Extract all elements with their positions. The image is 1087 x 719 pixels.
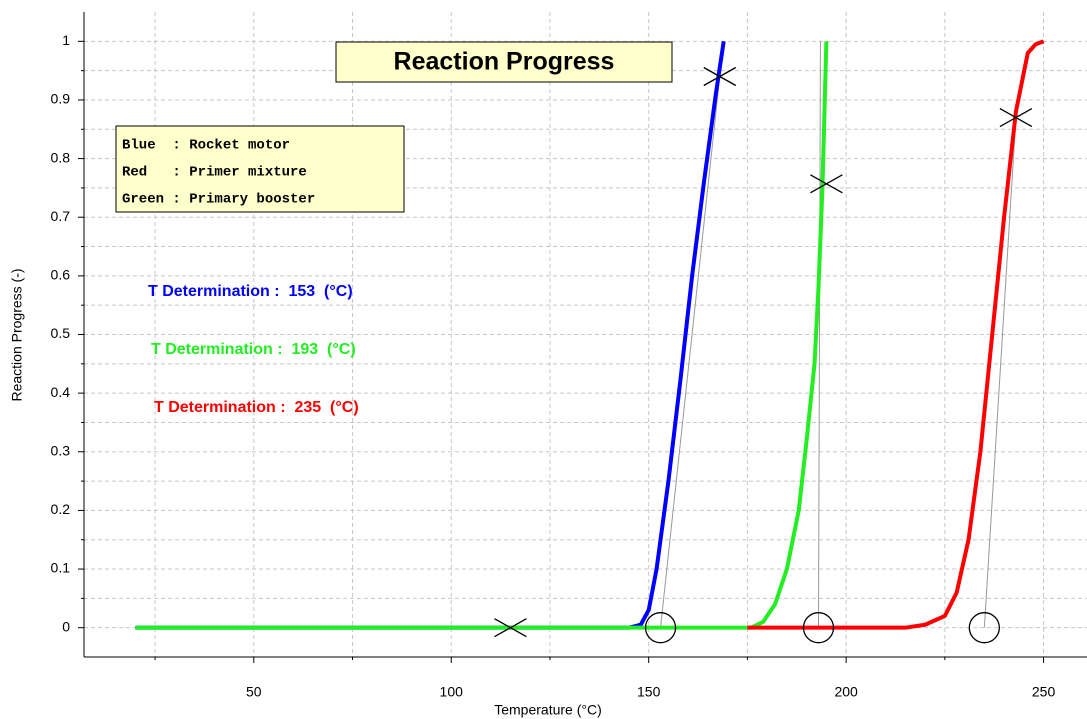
x-tick-label: 50 [246, 684, 262, 700]
y-tick-label: 0.4 [51, 384, 71, 400]
tangent-line [983, 117, 1017, 628]
x-axis-label: Temperature (°C) [494, 702, 602, 718]
y-tick-label: 0.1 [51, 560, 71, 576]
y-tick-label: 0.9 [51, 91, 71, 107]
y-tick-label: 0.5 [51, 325, 71, 341]
circle-marker [802, 612, 835, 644]
cross-marker [999, 107, 1033, 128]
legend-box [115, 125, 405, 213]
x-tick-label: 150 [637, 684, 661, 700]
x-tick-label: 100 [440, 684, 464, 700]
title-box [335, 41, 673, 83]
series-line [747, 39, 1045, 630]
x-tick-label: 200 [834, 684, 858, 700]
y-tick-label: 0.6 [51, 267, 71, 283]
y-tick-label: 0 [62, 618, 70, 634]
plot [135, 39, 1045, 644]
legend-text: Green : Primary booster [122, 192, 315, 208]
circle-marker [644, 612, 677, 644]
cross-marker [703, 66, 737, 87]
annotation: T Determination : 235 (°C) [154, 399, 359, 416]
tangent-line [660, 76, 721, 628]
annotation: T Determination : 193 (°C) [151, 341, 356, 358]
y-tick-label: 0.2 [51, 501, 71, 517]
y-tick-label: 0.3 [51, 442, 71, 458]
x-tick-label: 250 [1032, 684, 1056, 700]
grid [84, 12, 1087, 657]
series-line [135, 41, 829, 630]
y-axis-label: Reaction Progress (-) [9, 268, 25, 401]
cross-marker [494, 618, 527, 638]
annotation: T Determination : 153 (°C) [148, 283, 353, 300]
legend-text: Blue : Rocket motor [122, 138, 290, 154]
y-tick-label: 0.7 [51, 208, 71, 224]
y-tick-label: 1 [62, 32, 70, 48]
tangent-line [817, 41, 821, 628]
legend-text: Red : Primer mixture [122, 165, 307, 181]
y-tick-label: 0.8 [51, 149, 71, 165]
cross-marker [810, 174, 843, 194]
chart-title: Reaction Progress [394, 48, 615, 76]
circle-marker [968, 612, 1000, 644]
